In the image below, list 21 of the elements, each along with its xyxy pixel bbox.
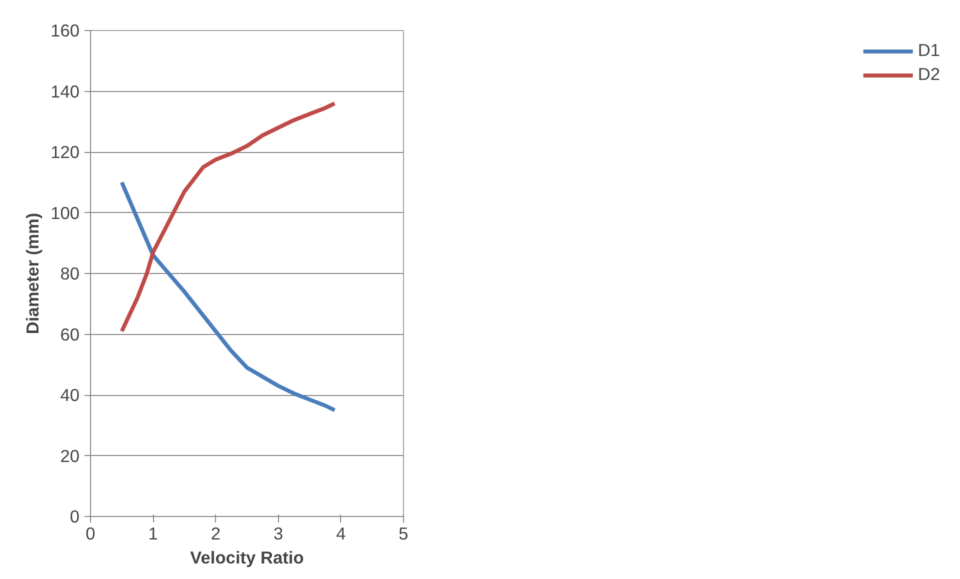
legend-label: D2 (918, 64, 940, 85)
x-tick-label: 2 (210, 524, 221, 544)
x-tick-label: 1 (148, 524, 158, 544)
x-tick-label: 0 (86, 524, 96, 544)
y-tick-label: 20 (60, 446, 80, 466)
x-axis-title: Velocity Ratio (190, 548, 304, 568)
y-tick-label: 60 (60, 324, 80, 344)
y-tick-label: 0 (70, 506, 80, 526)
y-tick-label: 140 (50, 81, 80, 102)
x-tick-label: 4 (336, 524, 346, 544)
y-tick-label: 100 (50, 202, 80, 223)
x-tick-label: 5 (398, 524, 408, 544)
legend-label: D1 (918, 40, 940, 61)
line-series (120, 180, 337, 412)
y-tick-label: 40 (60, 385, 80, 405)
y-tick-label: 80 (60, 264, 80, 284)
y-tick-label: 160 (50, 20, 80, 40)
line-series (120, 101, 337, 334)
x-tick-label: 3 (273, 524, 284, 544)
y-tick-label: 120 (50, 142, 80, 162)
y-axis-title: Diameter (mm) (22, 212, 43, 334)
